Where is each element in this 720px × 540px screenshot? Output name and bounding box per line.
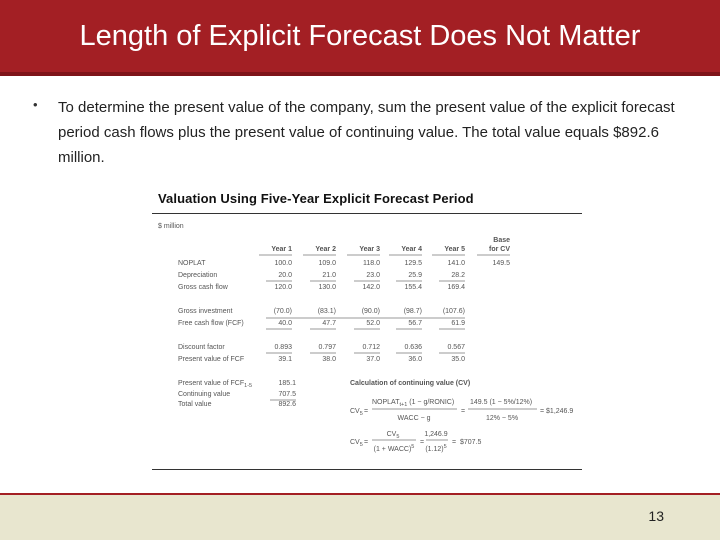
title-bar-shade: [0, 72, 720, 76]
cell-value: 100.0: [274, 260, 292, 267]
row-label: Discount factor: [178, 344, 225, 351]
cell-value: 52.0: [366, 320, 380, 327]
valuation-table: $ million Year 1 Year 2 Year 3 Year 4 Year 5 B…: [158, 223, 573, 453]
pv-result: $707.5: [460, 439, 482, 446]
cell-value: 155.4: [404, 284, 422, 291]
cv-denominator: WACC − g: [398, 415, 431, 422]
equals-sign: =: [420, 439, 424, 446]
cell-value: 0.712: [362, 344, 380, 351]
footer: [0, 495, 720, 540]
cv-numerator: NOPLATt+1 (1 − g/RONIC): [372, 399, 454, 408]
cell-value: 25.9: [408, 272, 422, 279]
cell-value: 39.1: [278, 356, 292, 363]
cell-value: 142.0: [362, 284, 380, 291]
column-header: Year 5: [444, 246, 465, 253]
row-label: Present value of FCF: [178, 356, 244, 363]
column-header: Base: [493, 237, 510, 244]
column-header: for CV: [489, 246, 510, 253]
summary-label: Continuing value: [178, 391, 230, 398]
row-label: Gross cash flow: [178, 284, 229, 291]
cv-title: Calculation of continuing value (CV): [350, 380, 470, 387]
cell-value: (70.0): [274, 308, 292, 315]
equals-sign: =: [461, 408, 465, 415]
cell-value: 0.636: [404, 344, 422, 351]
cell-value: (98.7): [404, 308, 422, 315]
equals-sign: =: [452, 439, 456, 446]
column-header: Year 1: [271, 246, 292, 253]
cell-value: 141.0: [447, 260, 465, 267]
pv-numerator: CV5: [387, 431, 400, 440]
cv-middle-numerator: 149.5 (1 − 5%/12%): [470, 399, 532, 406]
cell-value: 38.0: [322, 356, 336, 363]
cell-value: 36.0: [408, 356, 422, 363]
pv-middle-numerator: 1,246.9: [424, 431, 447, 438]
pv-middle-denominator: (1.12)5: [425, 444, 446, 453]
cell-value: 129.5: [404, 260, 422, 267]
title-bar: [0, 0, 720, 76]
cell-value: 47.7: [322, 320, 336, 327]
cell-value: 28.2: [451, 272, 465, 279]
figure-bottom-rule: [152, 469, 582, 470]
slide-title: Length of Explicit Forecast Does Not Mat…: [79, 20, 641, 52]
cell-value: 149.5: [492, 260, 510, 267]
pv-denominator: (1 + WACC)5: [374, 444, 415, 453]
cell-value: 21.0: [322, 272, 336, 279]
cell-value: 120.0: [274, 284, 292, 291]
cell-value: 56.7: [408, 320, 422, 327]
cell-value: 40.0: [278, 320, 292, 327]
cell-value: 0.567: [447, 344, 465, 351]
cv-result: = $1,246.9: [540, 408, 573, 415]
cell-value: (107.6): [443, 308, 465, 315]
row-label: Gross investment: [178, 308, 233, 315]
summary-value: 892.6: [278, 401, 296, 408]
summary-value: 707.5: [278, 391, 296, 398]
equals-sign: =: [364, 439, 368, 446]
cv-symbol: CV5: [350, 439, 363, 448]
footer-line: [0, 493, 720, 495]
cell-value: 118.0: [363, 260, 380, 267]
valuation-figure: Valuation Using Five-Year Explicit Forec…: [152, 188, 582, 470]
cv-symbol: CV5: [350, 408, 363, 417]
cell-value: 23.0: [366, 272, 380, 279]
cell-value: 35.0: [451, 356, 465, 363]
row-label: Free cash flow (FCF): [178, 320, 244, 327]
figure-top-rule: [152, 213, 582, 214]
cell-value: (90.0): [362, 308, 380, 315]
column-header: Year 2: [315, 246, 336, 253]
page-number: 13: [648, 508, 664, 524]
summary-value: 185.1: [278, 380, 296, 387]
cell-value: 37.0: [366, 356, 380, 363]
figure-title: Valuation Using Five-Year Explicit Forec…: [158, 191, 474, 206]
cv-middle-denominator: 12% − 5%: [486, 415, 518, 422]
summary-label: Present value of FCF1-5: [178, 380, 252, 389]
row-label: NOPLAT: [178, 260, 206, 267]
cell-value: 109.0: [318, 260, 336, 267]
bullet-icon: •: [33, 97, 38, 112]
cell-value: 169.4: [447, 284, 465, 291]
cell-value: 0.797: [318, 344, 336, 351]
cell-value: 130.0: [318, 284, 336, 291]
unit-label: $ million: [158, 223, 184, 230]
bullet-text: To determine the present value of the co…: [58, 99, 675, 166]
cell-value: 0.893: [274, 344, 292, 351]
equals-sign: =: [364, 408, 368, 415]
summary-label: Total value: [178, 401, 212, 408]
column-header: Year 4: [401, 246, 422, 253]
cell-value: 20.0: [278, 272, 292, 279]
row-label: Depreciation: [178, 272, 217, 279]
column-header: Year 3: [359, 246, 380, 253]
cell-value: 61.9: [451, 320, 465, 327]
cell-value: (83.1): [318, 308, 336, 315]
